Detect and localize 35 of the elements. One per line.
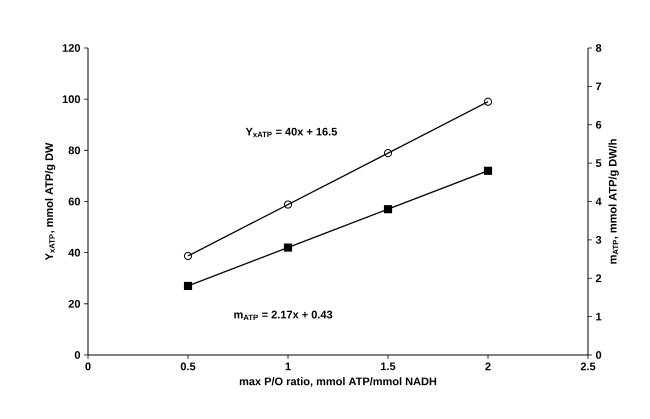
point (284, 243, 292, 252)
x-tick-label: 2.5 (580, 362, 596, 370)
y2-tick-label: 1 (596, 312, 602, 320)
y-tick-label: 80 (68, 146, 80, 154)
x-tick-label: 2 (485, 362, 491, 370)
y-axis-title: Y$_{xATP}$, mmol ATP/g DW (44, 142, 56, 260)
x-tick-label: 1 (286, 362, 291, 370)
y-tick-label: 120 (62, 44, 80, 52)
y-tick-label: 60 (68, 198, 80, 206)
point (184, 252, 192, 260)
y2-tick-label: 4 (596, 198, 602, 206)
point (484, 98, 492, 106)
y2-tick-label: 3 (596, 236, 602, 244)
x-axis-title: max P/O ratio, mmol ATP/mmol NADH (240, 377, 436, 387)
point (484, 166, 492, 175)
y-tick-label: 0 (74, 351, 80, 359)
point (384, 149, 392, 158)
point (284, 200, 292, 209)
y2-tick-label: 6 (596, 120, 602, 129)
annotation: m$_{ATP}$ = 2.17x + 0.43 (234, 310, 332, 320)
y2-axis-title: m$_{ATP}$, mmol ATP/g DW/h (608, 139, 619, 264)
y-tick-label: 40 (68, 248, 80, 257)
annotation: Y$_{xATP}$ = 40x + 16.5 (246, 128, 337, 138)
y-tick-label: 20 (68, 300, 80, 308)
y2-tick-label: 2 (596, 274, 602, 282)
y2-tick-label: 5 (596, 159, 602, 167)
y-tick-label: 100 (62, 95, 80, 104)
point (384, 205, 392, 214)
y2-tick-label: 7 (596, 82, 602, 90)
point (184, 282, 192, 290)
x-tick-label: 0 (85, 362, 91, 370)
y2-tick-label: 8 (596, 44, 602, 52)
x-tick-label: 1.5 (381, 362, 396, 370)
y2-tick-label: 0 (596, 351, 602, 359)
x-tick-label: 0.5 (180, 362, 196, 370)
